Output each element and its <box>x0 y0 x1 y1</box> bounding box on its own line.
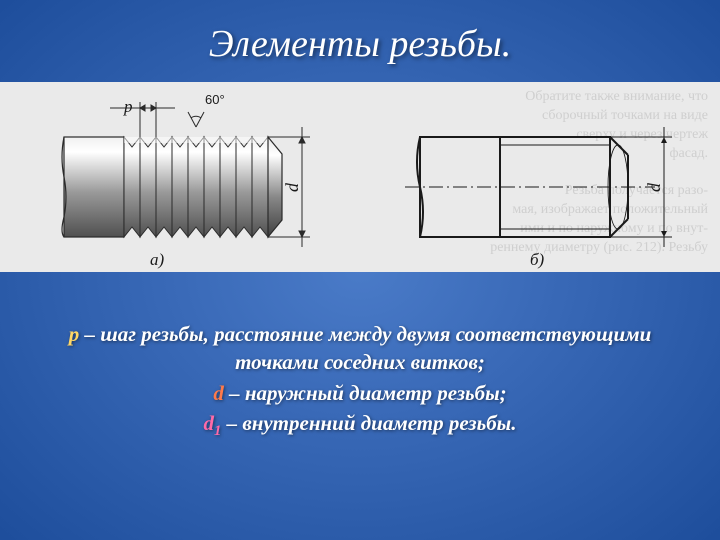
sym-d1: d1 <box>203 411 221 435</box>
sym-p: p <box>69 322 80 346</box>
def-text-0: шаг резьбы, расстояние между двумя соотв… <box>100 322 651 374</box>
label-angle: 60° <box>205 92 225 107</box>
def-line-p: p – шаг резьбы, расстояние между двумя с… <box>40 320 680 377</box>
def-line-d1: d1 – внутренний диаметр резьбы. <box>40 409 680 442</box>
sublabel-a: а) <box>150 250 165 269</box>
figure-b: d б) <box>405 127 672 269</box>
slide-title: Элементы резьбы. <box>0 22 720 66</box>
label-d-right: d <box>644 182 664 192</box>
def-dash-0: – <box>79 322 100 346</box>
sym-d: d <box>213 381 224 405</box>
label-d-left: d <box>282 182 302 192</box>
diagram-band: Обратите также внимание, что сборочный т… <box>0 82 720 272</box>
def-text-1: наружный диаметр резьбы; <box>245 381 507 405</box>
def-line-d: d – наружный диаметр резьбы; <box>40 379 680 407</box>
thread-diagram-svg: p 60° d а) <box>0 82 720 272</box>
sublabel-b: б) <box>530 250 545 269</box>
def-dash-2: – <box>221 411 242 435</box>
figure-a: p 60° d а) <box>62 92 310 269</box>
definitions-block: p – шаг резьбы, расстояние между двумя с… <box>40 320 680 444</box>
def-text-2: внутренний диаметр резьбы. <box>242 411 516 435</box>
def-dash-1: – <box>224 381 245 405</box>
label-p: p <box>123 97 133 116</box>
